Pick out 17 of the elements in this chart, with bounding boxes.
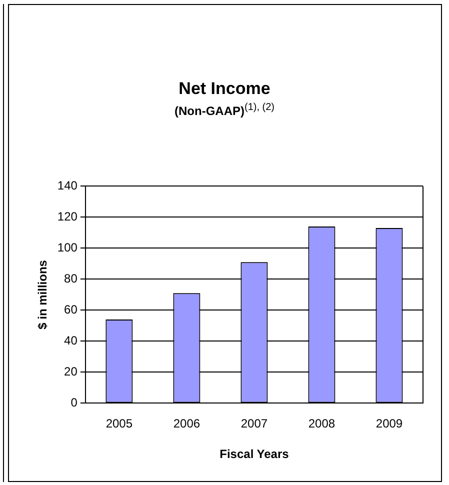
y-tick-label: 100 — [57, 240, 78, 255]
y-tick-label: 40 — [64, 334, 78, 348]
x-tick-label: 2009 — [376, 416, 403, 431]
y-tick-label: 20 — [64, 364, 78, 379]
y-axis-title: $ in millions — [36, 260, 50, 330]
x-axis-title: Fiscal Years — [220, 447, 290, 462]
y-tick-label: 60 — [64, 302, 78, 317]
chart-title: Net Income — [178, 79, 272, 99]
chart-subtitle: (Non-GAAP)$^{(1), (2)}$ — [174, 102, 276, 118]
y-tick-label: 0 — [70, 396, 78, 410]
x-tick-label: 2005 — [106, 416, 133, 431]
x-tick-label: 2006 — [173, 416, 200, 431]
y-tick-label: 140 — [57, 178, 78, 193]
x-tick-label: 2007 — [240, 416, 268, 431]
y-tick-label: 120 — [57, 210, 78, 224]
x-tick-label: 2008 — [308, 416, 336, 431]
y-tick-label: 80 — [64, 272, 78, 286]
